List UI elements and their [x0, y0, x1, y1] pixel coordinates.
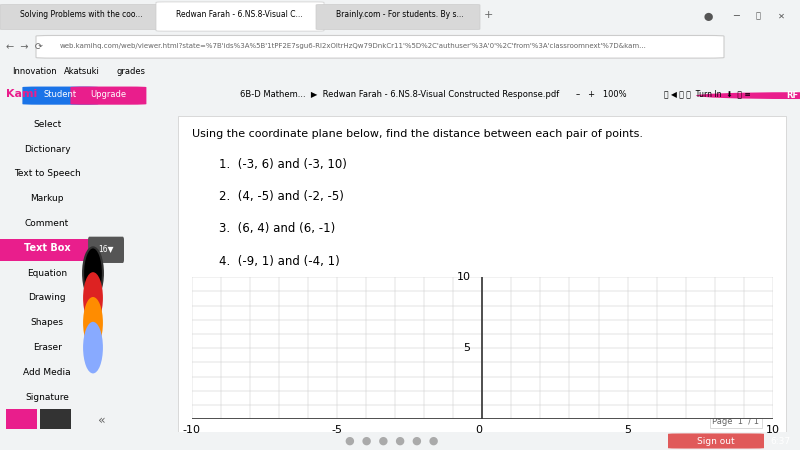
Text: 16▼: 16▼ — [98, 244, 114, 253]
Text: Select: Select — [33, 120, 62, 129]
Text: 5: 5 — [624, 425, 631, 435]
Text: 2.  (4, -5) and (-2, -5): 2. (4, -5) and (-2, -5) — [218, 190, 343, 203]
Text: Signature: Signature — [25, 393, 69, 402]
Text: Akatsuki: Akatsuki — [64, 67, 100, 76]
Text: Equation: Equation — [27, 269, 67, 278]
Text: 3.  (6, 4) and (6, -1): 3. (6, 4) and (6, -1) — [218, 222, 335, 235]
Text: web.kamihq.com/web/viewer.html?state=%7B'ids%3A%5B'1tPF2E7sgu6-RI2xOltrHzQw79Dnk: web.kamihq.com/web/viewer.html?state=%7B… — [60, 43, 647, 49]
FancyBboxPatch shape — [22, 86, 98, 105]
Text: grades: grades — [116, 67, 145, 76]
FancyBboxPatch shape — [88, 237, 124, 263]
Text: –   +   100%: – + 100% — [576, 90, 626, 99]
Text: 5: 5 — [464, 343, 470, 353]
Text: Drawing: Drawing — [28, 293, 66, 302]
FancyBboxPatch shape — [316, 4, 480, 30]
Text: 6B-D Mathem...  ▶  Redwan Farah - 6.NS.8-Visual Constructed Response.pdf: 6B-D Mathem... ▶ Redwan Farah - 6.NS.8-V… — [240, 90, 560, 99]
Text: ←  →  ⟳: ← → ⟳ — [6, 42, 43, 52]
Text: Sign out: Sign out — [697, 436, 735, 446]
Text: Add Media: Add Media — [23, 368, 71, 377]
Text: ⬛ ◀ 🔒 🖨  Turn In  ⬇  ⓘ ≡: ⬛ ◀ 🔒 🖨 Turn In ⬇ ⓘ ≡ — [664, 90, 750, 99]
Text: 10: 10 — [766, 425, 780, 435]
Bar — [6, 410, 38, 429]
Text: Page  1  / 1: Page 1 / 1 — [713, 417, 759, 426]
Text: -10: -10 — [182, 425, 201, 435]
Text: Upgrade: Upgrade — [90, 90, 126, 99]
Text: 0: 0 — [475, 425, 482, 435]
Text: Markup: Markup — [30, 194, 64, 203]
Text: Solving Problems with the coo...: Solving Problems with the coo... — [20, 10, 142, 19]
Text: 10: 10 — [457, 272, 470, 282]
Text: Dictionary: Dictionary — [24, 144, 70, 153]
FancyBboxPatch shape — [70, 86, 146, 105]
Text: ─: ─ — [733, 11, 738, 21]
Text: 1.  (-3, 6) and (-3, 10): 1. (-3, 6) and (-3, 10) — [218, 158, 346, 171]
Text: «: « — [98, 414, 106, 427]
Text: ⬜: ⬜ — [756, 12, 761, 21]
Text: 6:37: 6:37 — [770, 436, 790, 446]
Bar — [40, 410, 70, 429]
Text: Text Box: Text Box — [24, 243, 70, 253]
Circle shape — [696, 92, 800, 99]
Text: 4.  (-9, 1) and (-4, 1): 4. (-9, 1) and (-4, 1) — [218, 255, 339, 268]
Text: Student: Student — [43, 90, 77, 99]
Text: -5: -5 — [331, 425, 342, 435]
FancyBboxPatch shape — [0, 4, 164, 30]
Text: Kami: Kami — [6, 89, 38, 99]
Text: ⬤: ⬤ — [704, 12, 714, 21]
FancyBboxPatch shape — [156, 2, 324, 31]
Text: Using the coordinate plane below, find the distance between each pair of points.: Using the coordinate plane below, find t… — [192, 129, 642, 139]
Text: Shapes: Shapes — [30, 318, 64, 327]
Text: Text to Speech: Text to Speech — [14, 169, 81, 178]
Circle shape — [83, 272, 103, 324]
Bar — [0, 239, 90, 261]
Text: Eraser: Eraser — [33, 343, 62, 352]
Text: Brainly.com - For students. By s...: Brainly.com - For students. By s... — [336, 10, 464, 19]
Text: Redwan Farah - 6.NS.8-Visual C...: Redwan Farah - 6.NS.8-Visual C... — [176, 10, 302, 19]
Circle shape — [83, 248, 103, 299]
Text: ✕: ✕ — [778, 12, 785, 21]
Circle shape — [83, 322, 103, 374]
Text: Comment: Comment — [25, 219, 70, 228]
FancyBboxPatch shape — [668, 433, 764, 449]
FancyBboxPatch shape — [36, 36, 724, 58]
Text: ●  ●  ●  ●  ●  ●: ● ● ● ● ● ● — [346, 436, 438, 446]
Text: RF: RF — [786, 91, 798, 100]
Text: Innovation: Innovation — [12, 67, 57, 76]
Text: +: + — [484, 9, 494, 20]
Circle shape — [83, 297, 103, 349]
